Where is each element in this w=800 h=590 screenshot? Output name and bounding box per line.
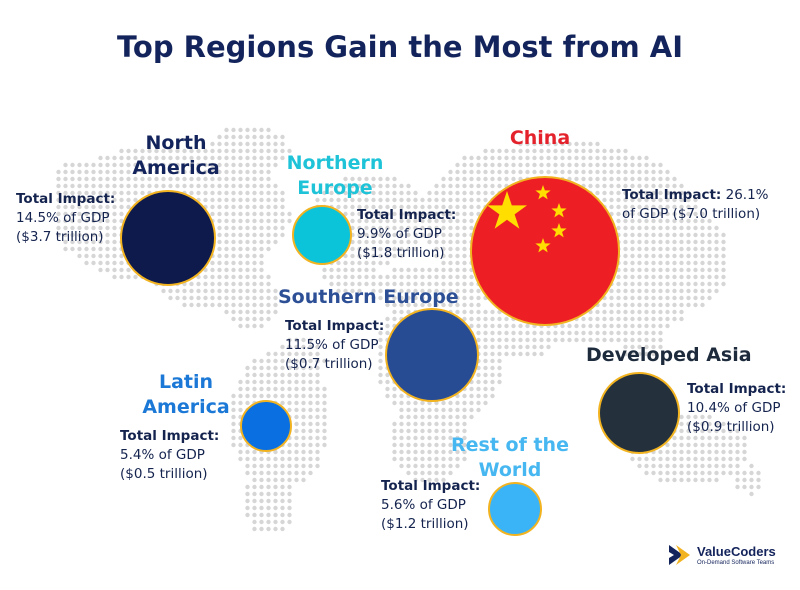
- impact-value: ($0.9 trillion): [687, 419, 775, 435]
- impact-label: Total Impact:: [285, 318, 385, 334]
- impact-value: ($3.7 trillion): [16, 229, 104, 245]
- page-title: Top Regions Gain the Most from AI: [116, 30, 684, 64]
- region-name-line: Europe: [297, 177, 373, 199]
- impact-value: ($1.8 trillion): [357, 245, 445, 261]
- impact-gdp: 14.5% of GDP: [16, 210, 110, 226]
- bubble-north-america: [120, 190, 216, 286]
- region-name-line: World: [478, 459, 542, 481]
- region-name-line: China: [509, 127, 571, 149]
- region-title-north-america: North America: [118, 131, 234, 181]
- impact-value: ($1.2 trillion): [381, 516, 469, 532]
- region-name-line: Developed Asia: [586, 344, 752, 366]
- region-name-line: America: [142, 396, 230, 418]
- region-title-southern-europe: Southern Europe: [278, 285, 459, 310]
- impact-text-china: Total Impact: 26.1% of GDP ($7.0 trillio…: [622, 186, 769, 224]
- bubble-latin-america: [240, 400, 292, 452]
- region-name-line: Northern: [286, 152, 384, 174]
- impact-label: Total Impact:: [622, 187, 722, 203]
- region-name-line: Southern Europe: [278, 286, 459, 308]
- bubble-developed-asia: [598, 372, 680, 454]
- logo-tagline: On-Demand Software Teams: [697, 560, 775, 566]
- impact-value: ($0.7 trillion): [285, 356, 373, 372]
- impact-value: of GDP ($7.0 trillion): [622, 206, 761, 222]
- impact-text-rest-of-world: Total Impact: 5.6% of GDP ($1.2 trillion…: [381, 477, 480, 534]
- impact-gdp: 9.9% of GDP: [357, 226, 442, 242]
- impact-value: ($0.5 trillion): [120, 466, 208, 482]
- impact-text-developed-asia: Total Impact: 10.4% of GDP ($0.9 trillio…: [687, 380, 786, 437]
- region-title-china: China: [490, 126, 590, 151]
- region-name-line: Latin: [158, 371, 214, 393]
- impact-gdp: 10.4% of GDP: [687, 400, 781, 416]
- impact-label: Total Impact:: [381, 478, 481, 494]
- impact-label: Total Impact:: [687, 381, 787, 397]
- impact-text-northern-europe: Total Impact: 9.9% of GDP ($1.8 trillion…: [357, 206, 456, 263]
- impact-text-north-america: Total Impact: 14.5% of GDP ($3.7 trillio…: [16, 190, 115, 247]
- china-flag-stars-icon: [486, 184, 567, 252]
- bubble-china: [470, 176, 620, 326]
- bubble-rest-of-world: [488, 482, 542, 536]
- impact-text-latin-america: Total Impact: 5.4% of GDP ($0.5 trillion…: [120, 427, 219, 484]
- impact-label: Total Impact:: [120, 428, 220, 444]
- bubble-southern-europe: [385, 308, 479, 402]
- impact-label: Total Impact:: [357, 207, 457, 223]
- region-name-line: America: [132, 157, 220, 179]
- region-title-northern-europe: Northern Europe: [280, 151, 390, 201]
- impact-gdp: 11.5% of GDP: [285, 337, 379, 353]
- region-title-rest-of-world: Rest of the World: [448, 433, 572, 483]
- bubble-northern-europe: [292, 205, 352, 265]
- impact-text-southern-europe: Total Impact: 11.5% of GDP ($0.7 trillio…: [285, 317, 384, 374]
- impact-gdp: 5.6% of GDP: [381, 497, 466, 513]
- impact-label: Total Impact:: [16, 191, 116, 207]
- impact-gdp: 5.4% of GDP: [120, 447, 205, 463]
- impact-gdp: 26.1%: [725, 187, 769, 203]
- region-title-latin-america: Latin America: [140, 370, 232, 420]
- logo-name: ValueCoders: [697, 544, 776, 559]
- region-name-line: North: [145, 132, 207, 154]
- region-name-line: Rest of the: [451, 434, 569, 456]
- region-title-developed-asia: Developed Asia: [586, 343, 752, 368]
- valuecoders-logo-icon: [669, 545, 690, 565]
